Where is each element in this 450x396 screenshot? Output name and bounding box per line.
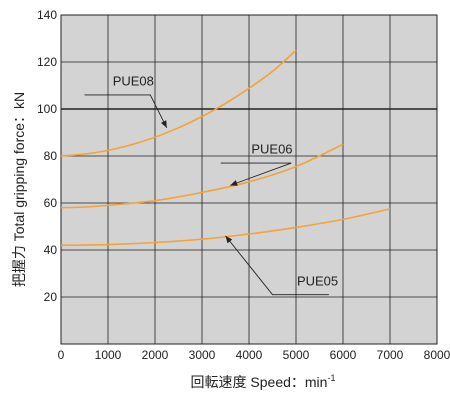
grid bbox=[60, 14, 438, 345]
leader-arrowhead bbox=[160, 120, 167, 128]
y-axis-label: 把握力 Total gripping force：kN bbox=[11, 92, 27, 287]
leader-line bbox=[220, 162, 292, 186]
y-tick-labels: 20 40 60 80 100 120 140 bbox=[37, 8, 57, 304]
curve-label-pue05: PUE05 bbox=[297, 273, 338, 288]
series-line-pue08 bbox=[60, 49, 297, 157]
y-tick-label: 120 bbox=[37, 55, 57, 69]
y-tick-label: 80 bbox=[44, 149, 58, 163]
leader-line bbox=[84, 94, 168, 129]
leader-arrowhead bbox=[230, 180, 238, 186]
leaders: PUE08 PUE06 PUE05 bbox=[84, 74, 338, 296]
y-tick-label: 100 bbox=[37, 102, 57, 116]
x-tick-label: 6000 bbox=[330, 348, 357, 362]
x-tick-label: 3000 bbox=[189, 348, 216, 362]
x-tick-label: 7000 bbox=[377, 348, 404, 362]
series-line-pue06 bbox=[60, 143, 344, 209]
series-line-pue05 bbox=[60, 208, 391, 247]
plot-frame bbox=[60, 14, 438, 345]
leader-line bbox=[225, 235, 329, 296]
y-tick-label: 140 bbox=[37, 8, 57, 22]
y-tick-label: 20 bbox=[44, 290, 58, 304]
x-axis-label: 回転速度 Speed：min-1 bbox=[191, 373, 336, 390]
x-tick-label: 5000 bbox=[283, 348, 310, 362]
curve-label-pue06: PUE06 bbox=[251, 142, 292, 157]
x-tick-label: 4000 bbox=[236, 348, 263, 362]
curves bbox=[60, 49, 391, 247]
y-tick-label: 60 bbox=[44, 196, 58, 210]
x-tick-label: 1000 bbox=[95, 348, 122, 362]
x-tick-label: 0 bbox=[58, 348, 65, 362]
y-tick-label: 40 bbox=[44, 243, 58, 257]
x-axis-label-main: 回転速度 Speed：min bbox=[191, 374, 328, 390]
x-tick-label: 8000 bbox=[424, 348, 450, 362]
x-tick-labels: 0 1000 2000 3000 4000 5000 6000 7000 8000 bbox=[58, 348, 450, 362]
x-axis-label-superscript: -1 bbox=[327, 373, 335, 383]
leader-arrowhead bbox=[225, 235, 233, 244]
curve-label-pue08: PUE08 bbox=[113, 74, 154, 89]
x-tick-label: 2000 bbox=[142, 348, 169, 362]
